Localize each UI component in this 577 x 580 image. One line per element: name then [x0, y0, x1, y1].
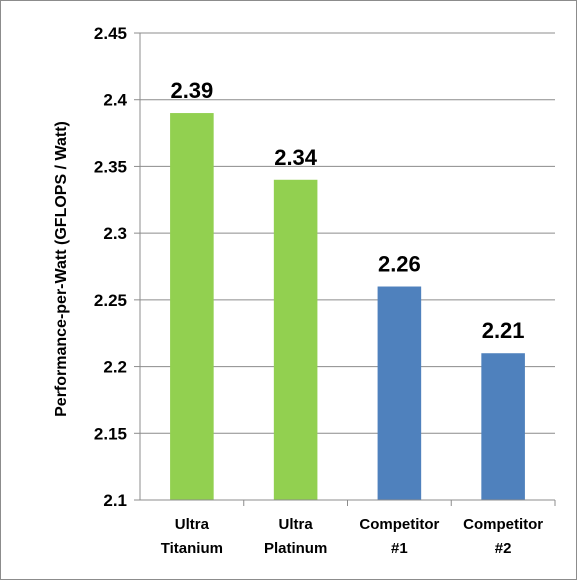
y-axis-label: Performance-per-Watt (GFLOPS / Watt)	[53, 121, 70, 417]
x-tick-label: #1	[391, 540, 408, 557]
y-tick-label: 2.1	[103, 491, 127, 510]
x-tick-label: Titanium	[161, 540, 223, 557]
x-tick-label: #2	[495, 540, 512, 557]
y-tick-label: 2.25	[94, 291, 127, 310]
bars	[170, 113, 525, 501]
bar	[377, 286, 422, 500]
x-tick-label: Competitor	[359, 516, 439, 533]
y-tick-label: 2.2	[103, 358, 127, 377]
y-tick-label: 2.15	[94, 424, 127, 443]
data-labels: 2.39 2.34 2.26 2.21	[170, 78, 524, 343]
bar	[170, 113, 214, 501]
data-label: 2.21	[482, 318, 525, 343]
bar	[481, 353, 525, 500]
data-label: 2.26	[378, 252, 421, 277]
y-tick-label: 2.4	[103, 91, 127, 110]
bar	[273, 179, 318, 500]
data-label: 2.39	[170, 78, 213, 103]
x-tick-label: Platinum	[264, 540, 327, 557]
x-tick-label: Competitor	[463, 516, 543, 533]
y-tick-label: 2.35	[94, 157, 127, 176]
y-tick-label: 2.45	[94, 24, 127, 43]
x-tick-label: Ultra	[175, 516, 210, 533]
data-label: 2.34	[274, 145, 318, 170]
x-axis: Ultra Titanium Ultra Platinum Competitor #1 Co…	[140, 499, 556, 557]
y-tick-label: 2.3	[103, 224, 127, 243]
x-tick-label: Ultra	[279, 516, 314, 533]
y-axis: 2.1 2.15 2.2 2.25 2.3 2.35 2.4 2.45	[94, 24, 141, 510]
